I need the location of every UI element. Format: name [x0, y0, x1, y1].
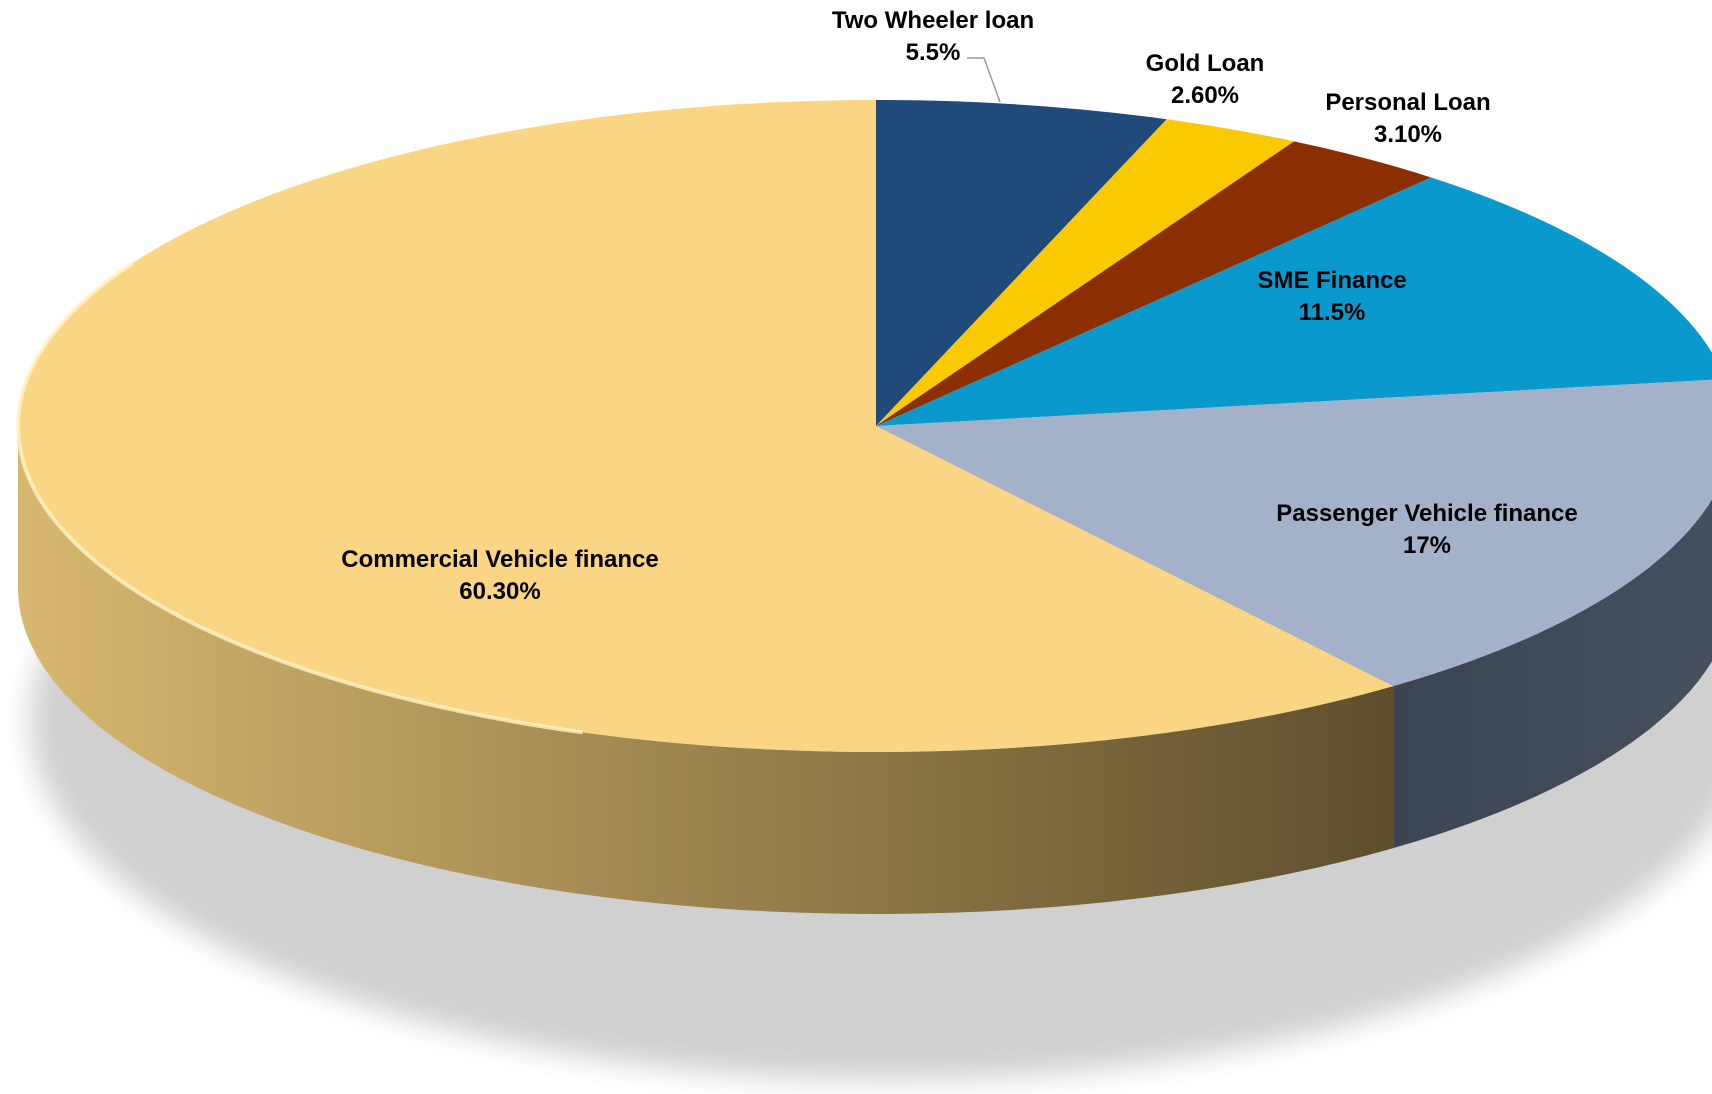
pie-top-faces [16, 99, 1712, 752]
pie-side-walls [18, 426, 1712, 914]
label-gold-loan-name: Gold Loan [1146, 50, 1265, 77]
slice-gold-loan [876, 119, 1295, 426]
slice-commercial-vehicle [18, 99, 1394, 752]
side-wall-passenger-vehicle [1393, 499, 1712, 849]
label-two-wheeler-value: 5.5% [906, 39, 961, 66]
label-sme-finance-value: 11.5% [1299, 299, 1366, 326]
label-personal-loan-name: Personal Loan [1325, 89, 1490, 116]
slice-personal-loan [876, 141, 1432, 426]
label-commercial-vehicle-value: 60.30% [459, 578, 540, 605]
leader-line-two-wheeler [967, 57, 1001, 103]
label-gold-loan-value: 2.60% [1171, 82, 1239, 109]
side-wall-commercial-vehicle [18, 426, 1394, 914]
label-personal-loan-value: 3.10% [1374, 121, 1442, 148]
label-passenger-vehicle-name: Passenger Vehicle finance [1276, 500, 1578, 527]
label-sme-finance-name: SME Finance [1257, 267, 1406, 294]
slice-rim-highlight [16, 261, 583, 735]
data-labels: Two Wheeler loan 5.5% Gold Loan 2.60% Pe… [341, 7, 1577, 605]
label-passenger-vehicle-value: 17% [1403, 532, 1451, 559]
slice-two-wheeler [876, 100, 1167, 426]
slice-sme-finance [876, 177, 1712, 426]
label-two-wheeler-name: Two Wheeler loan [832, 7, 1034, 34]
label-commercial-vehicle-name: Commercial Vehicle finance [341, 546, 658, 573]
slice-passenger-vehicle [876, 379, 1712, 687]
